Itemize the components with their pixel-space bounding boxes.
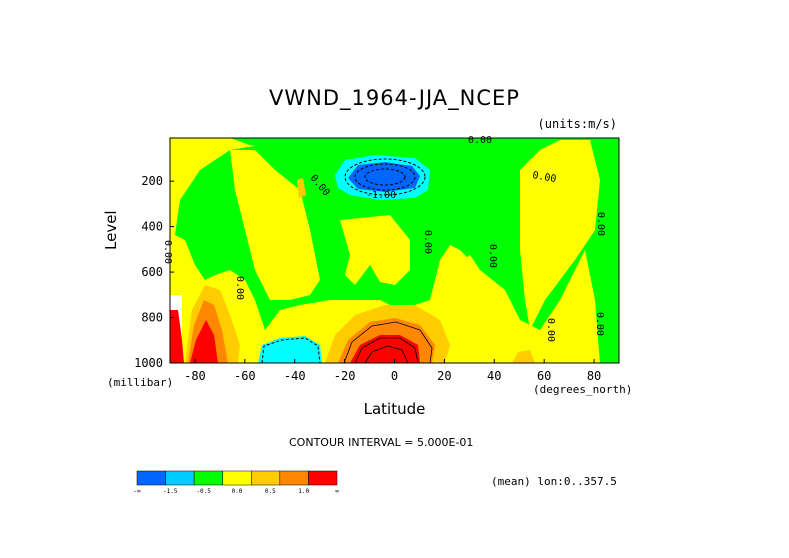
- y-tick-label: 200: [141, 174, 163, 188]
- red-strip-antarctic: [170, 310, 184, 363]
- x-tick-label: 20: [437, 369, 451, 383]
- contour-value-label: -1.00: [366, 190, 396, 201]
- x-tick-label: -40: [284, 369, 306, 383]
- y-tick-label: 1000: [134, 356, 163, 370]
- yellow-island-center: [340, 215, 410, 285]
- contour-value-label: 0.00: [422, 230, 433, 254]
- contour-value-label: 0.00: [594, 312, 605, 336]
- x-tick-label: 80: [587, 369, 601, 383]
- colorbar-tick-label: 0.0: [232, 488, 243, 495]
- yellow-ridge-right: [440, 255, 500, 363]
- x-tick-label: -20: [334, 369, 356, 383]
- colorbar-tick-label: 1.0: [298, 488, 309, 495]
- y-tick-label: 600: [141, 265, 163, 279]
- colorbar-swatch: [136, 470, 166, 486]
- colorbar-tick-label: ∞: [335, 488, 339, 495]
- yellow-island-left: [230, 150, 320, 300]
- x-tick-label: 0: [391, 369, 398, 383]
- dashed-contour-1: [344, 158, 426, 196]
- contour-value-label: 0.00: [234, 276, 245, 300]
- contour-value-label: 0.00: [531, 170, 557, 185]
- contour-value-label: 0.00: [487, 244, 498, 268]
- x-tick-label: 40: [487, 369, 501, 383]
- contour-value-label: 0.00: [595, 212, 606, 236]
- orange-speck: [297, 178, 306, 198]
- x-tick-label: 60: [537, 369, 551, 383]
- colorbar-tick-label: -0.5: [196, 488, 211, 495]
- x-axis-label: Latitude: [363, 400, 426, 418]
- contour-value-label: 0.00: [468, 135, 492, 146]
- y-axis-ticks: 200 400 600 800 1000: [134, 174, 174, 370]
- colorbar-swatch: [308, 470, 338, 486]
- contour-value-label: 0.00: [545, 318, 556, 342]
- dashed-contour-2: [354, 163, 416, 191]
- colorbar-swatch: [193, 470, 223, 486]
- colorbar-tick-label: -∞: [133, 488, 141, 495]
- red-region-tropics: [350, 335, 420, 363]
- x-axis-ticks: -80 -60 -40 -20 0 20 40 60 80: [184, 359, 601, 383]
- x-unit-label: (degrees_north): [533, 383, 633, 396]
- x-tick-label: -80: [184, 369, 206, 383]
- colorbar: -∞ -1.5 -0.5 0.0 0.5 1.0 ∞: [133, 470, 339, 495]
- solid-contour-2: [354, 337, 419, 363]
- units-label: (units:m/s): [537, 117, 617, 131]
- y-tick-label: 800: [141, 311, 163, 325]
- colorbar-tick-label: -1.5: [163, 488, 178, 495]
- solid-contour-3: [364, 345, 409, 363]
- x-tick-label: -60: [234, 369, 256, 383]
- contour-value-label: 0.00: [162, 240, 173, 264]
- blue-region-upper: [348, 162, 420, 192]
- colorbar-swatch: [165, 470, 195, 486]
- colorbar-swatch: [222, 470, 252, 486]
- y-axis-label: Level: [102, 210, 120, 250]
- colorbar-tick-label: 0.5: [265, 488, 276, 495]
- yellow-strip-east: [520, 140, 600, 330]
- orange-region-north: [512, 350, 535, 363]
- dashed-contour-4: [261, 337, 321, 363]
- dashed-contour-3: [364, 168, 406, 186]
- solid-contour-1: [343, 321, 433, 363]
- contour-interval-text: CONTOUR INTERVAL = 5.000E-01: [289, 436, 474, 449]
- chart-title: VWND_1964-JJA_NCEP: [269, 86, 520, 110]
- y-unit-label: (millibar): [107, 376, 174, 389]
- mean-longitude-text: (mean) lon:0..357.5: [491, 475, 617, 488]
- y-tick-label: 400: [141, 220, 163, 234]
- colorbar-swatch: [251, 470, 281, 486]
- colorbar-swatch: [279, 470, 309, 486]
- red-region-antarctic: [190, 320, 218, 363]
